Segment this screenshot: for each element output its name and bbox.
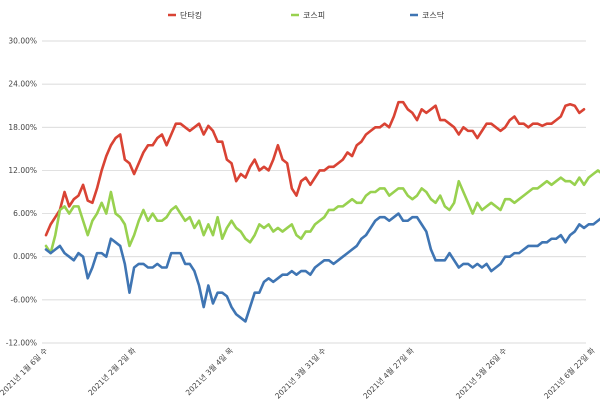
series-line-1 <box>44 100 586 237</box>
legend-item[interactable]: 코스피 <box>291 11 325 20</box>
y-axis-ticks: -12.00% -6.00% 0.00% 6.00% 12.00% 18.00% 24.00… <box>6 37 37 348</box>
y-tick-label: -12.00% <box>6 339 37 348</box>
x-axis-ticks: 2021년 1월 6일 수 2021년 2월 2일 화 2021년 3월 4일 목 2… <box>0 345 597 400</box>
legend-label: 단타킹 <box>180 10 202 20</box>
y-tick-label: 12.00% <box>8 166 37 175</box>
series-lines <box>44 100 600 323</box>
series-line-2 <box>44 169 600 255</box>
y-tick-label: 6.00% <box>13 209 37 218</box>
series-line-3 <box>44 212 600 323</box>
x-tick-label: 2021년 6월 22일 화 <box>541 345 596 400</box>
y-tick-label: 0.00% <box>13 252 37 261</box>
x-tick-label: 2021년 4월 27일 화 <box>361 345 416 400</box>
gridlines <box>42 40 586 344</box>
y-tick-label: 24.00% <box>8 80 37 89</box>
legend-item[interactable]: 단타킹 <box>168 10 202 20</box>
legend-label: 코스피 <box>303 11 325 20</box>
y-tick-label: -6.00% <box>10 295 37 304</box>
x-tick-label: 2021년 3월 4일 목 <box>183 345 235 397</box>
legend-item[interactable]: 코스닥 <box>410 10 445 20</box>
x-tick-label: 2021년 5월 26일 수 <box>453 345 508 400</box>
legend[interactable]: 단타킹 코스피 코스닥 <box>168 10 445 20</box>
legend-label: 코스닥 <box>422 10 445 20</box>
x-tick-label: 2021년 3월 31일 수 <box>272 345 327 400</box>
x-tick-label: 2021년 2월 2일 화 <box>86 345 138 397</box>
y-tick-label: 30.00% <box>8 37 37 46</box>
x-tick-label: 2021년 1월 6일 수 <box>0 345 49 397</box>
y-tick-label: 18.00% <box>8 123 37 132</box>
